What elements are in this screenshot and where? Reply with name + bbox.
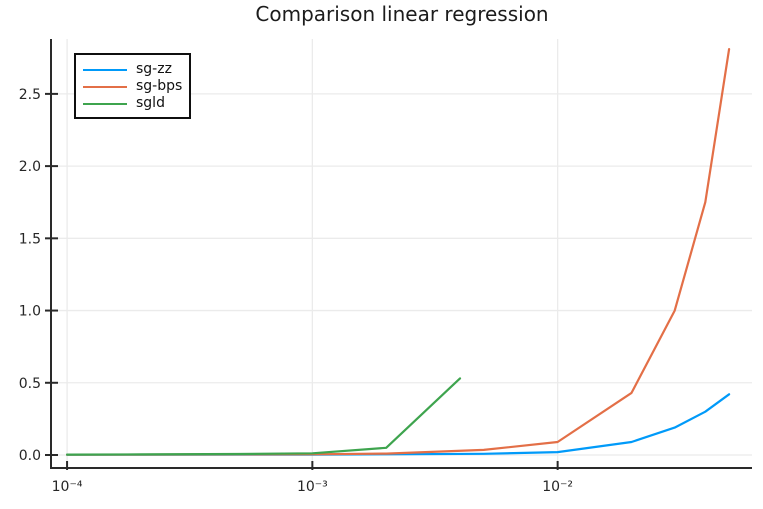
x-tick-label: 10⁻³: [297, 479, 328, 495]
legend-label-sgld: sgld: [136, 95, 165, 111]
y-tick-label: 0.5: [19, 376, 41, 392]
legend-line-sample-sg-zz: [83, 68, 127, 71]
y-tick-label: 0.0: [19, 448, 41, 464]
legend-item-sg-zz: sg-zz: [76, 62, 189, 77]
series-line-sg-zz: [66, 393, 731, 456]
x-tick-label: 10⁻²: [542, 479, 573, 495]
y-tick-label: 2.0: [19, 159, 41, 175]
y-tick-label: 2.5: [19, 87, 41, 103]
legend-item-sgld: sgld: [76, 96, 189, 111]
chart-title: Comparison linear regression: [255, 2, 549, 26]
series-line-sgld: [66, 377, 462, 456]
legend-line-sample-sgld: [83, 102, 127, 105]
y-tick-label: 1.5: [19, 231, 41, 247]
legend-line-sample-sg-bps: [83, 85, 127, 88]
y-tick-label: 1.0: [19, 304, 41, 320]
legend-item-sg-bps: sg-bps: [76, 79, 189, 94]
legend-label-sg-zz: sg-zz: [136, 61, 172, 77]
legend: sg-zz sg-bps sgld: [74, 53, 191, 119]
x-tick-label: 10⁻⁴: [52, 479, 83, 495]
legend-label-sg-bps: sg-bps: [136, 78, 183, 94]
